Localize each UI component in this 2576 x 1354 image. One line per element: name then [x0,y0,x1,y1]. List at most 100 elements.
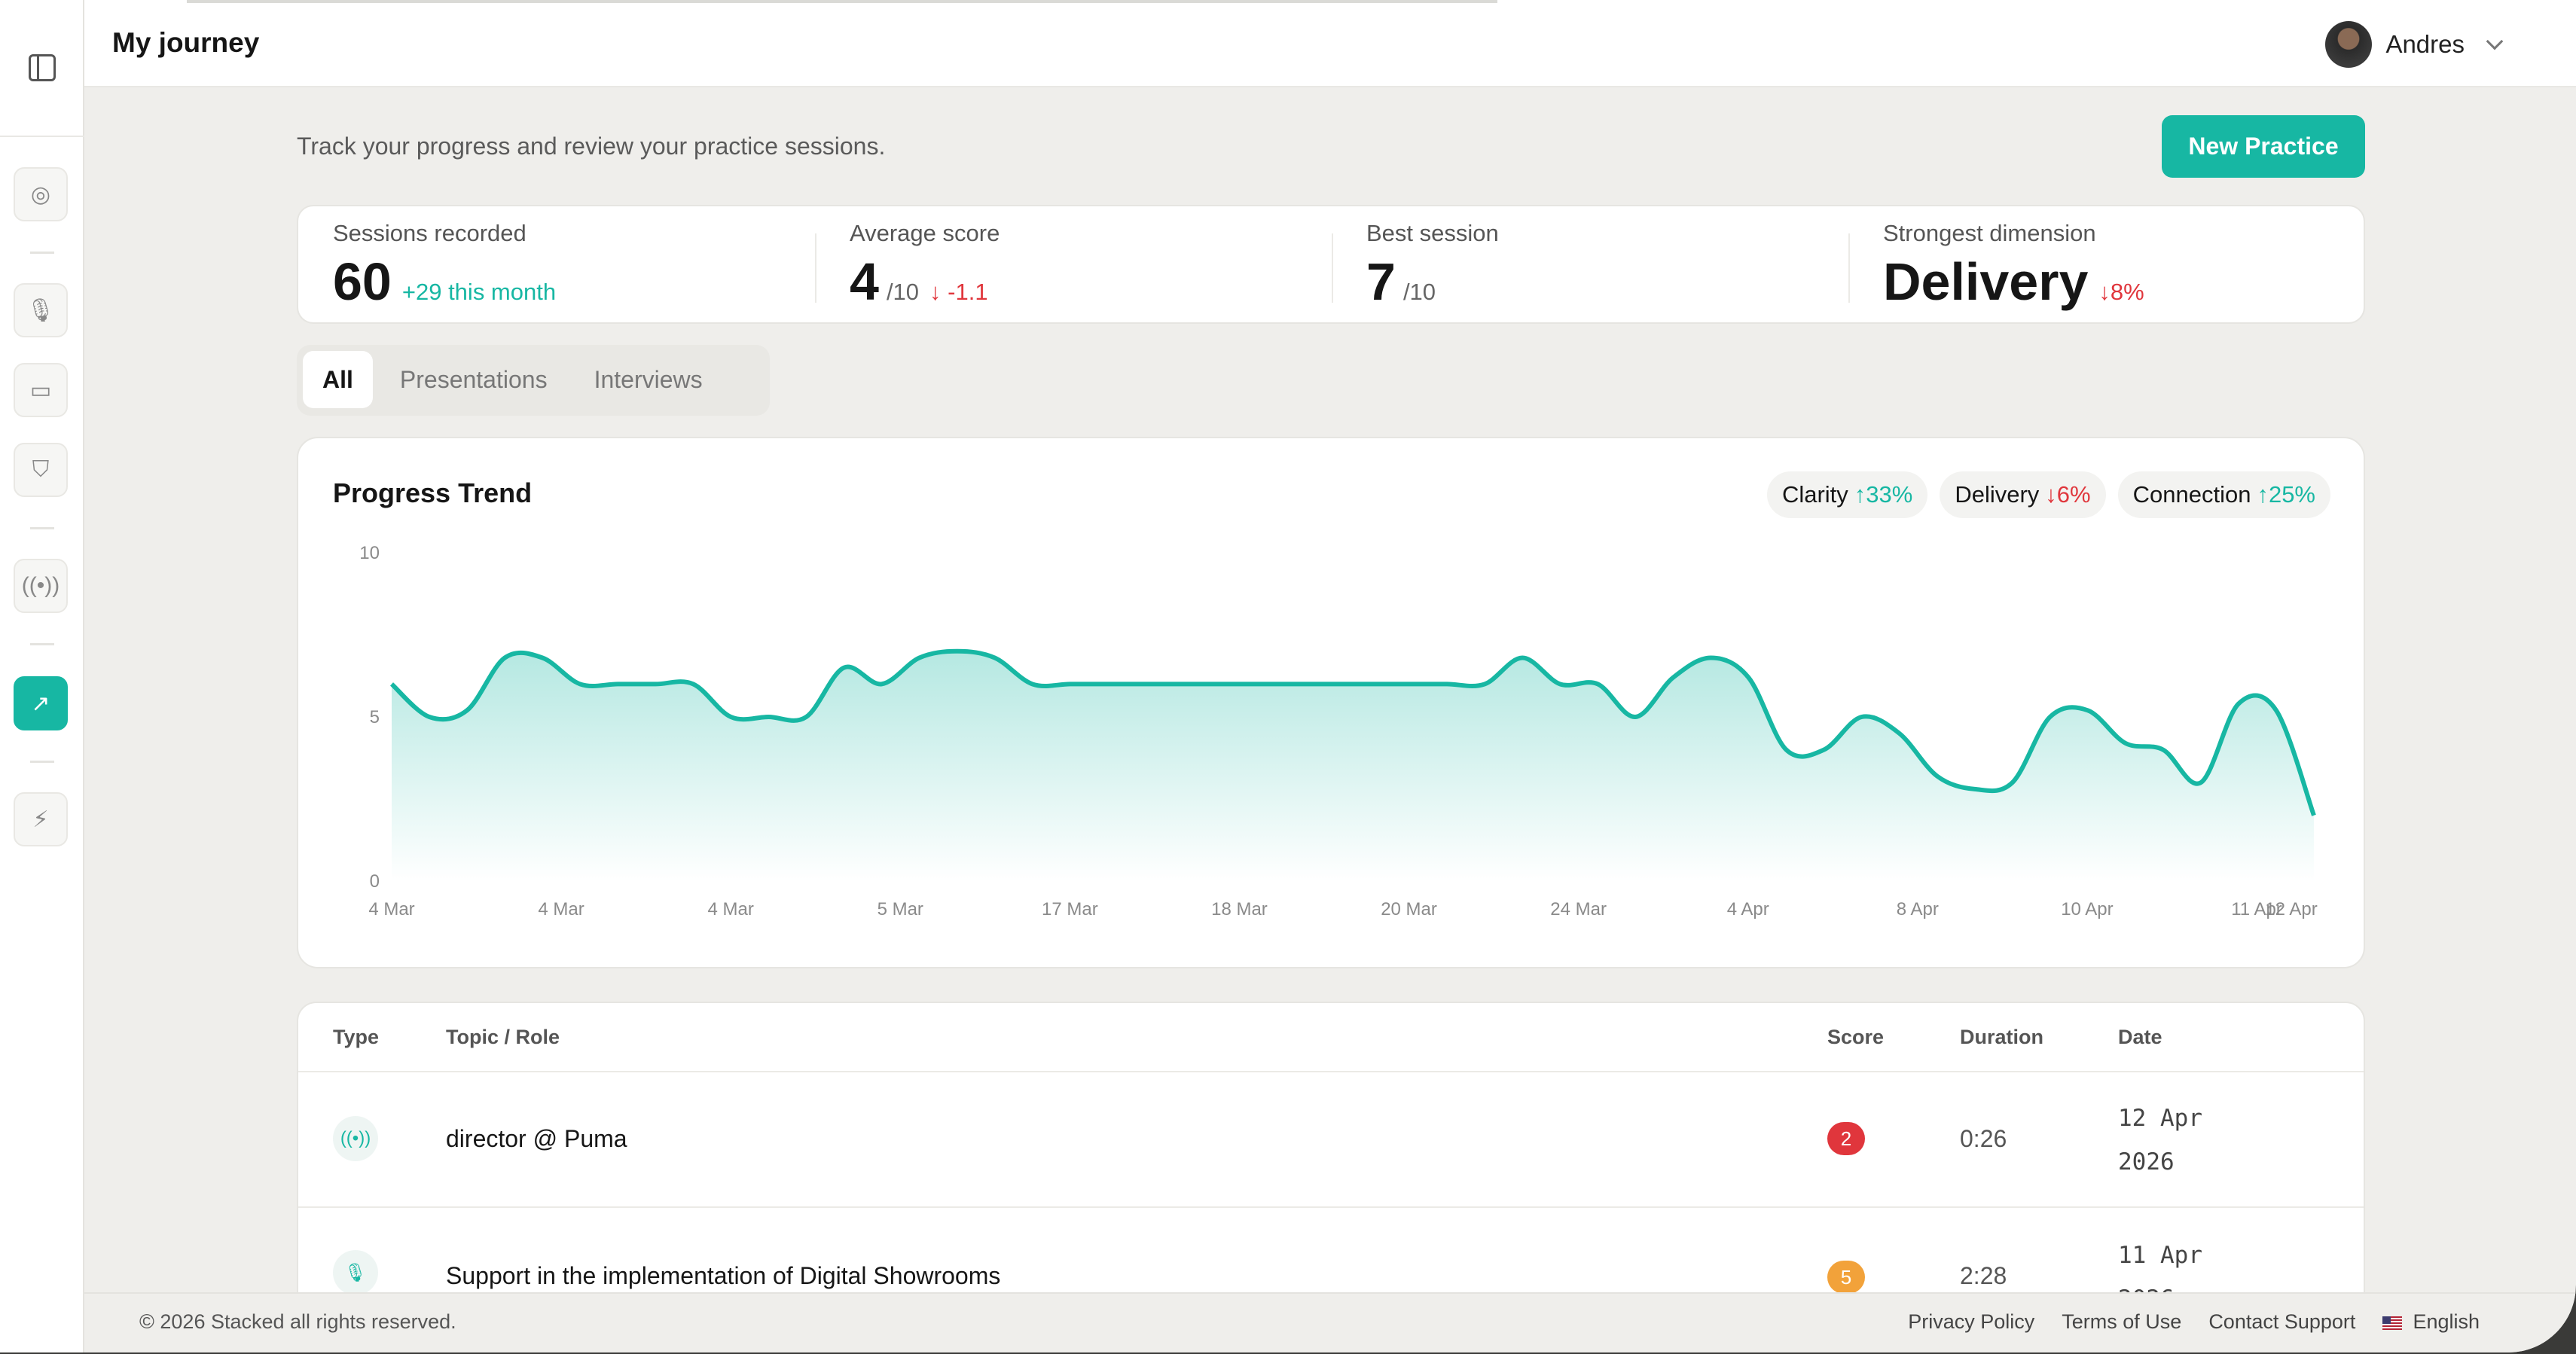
row-duration: 2:28 [1960,1262,2007,1289]
trend-icon[interactable]: ↗ [14,676,68,730]
stat-number: Delivery [1883,252,2089,311]
pill-connection[interactable]: Connection ↑25% [2117,471,2330,518]
privacy-policy-link[interactable]: Privacy Policy [1908,1310,2035,1333]
stats-card: Sessions recorded 60 +29 this month Avera… [297,205,2365,324]
session-type-tabs: All Presentations Interviews [297,345,770,416]
row-topic[interactable]: Support in the implementation of Digital… [446,1262,1001,1289]
footer-links: Privacy Policy Terms of Use Contact Supp… [1908,1310,2480,1334]
sidebar-separator [30,527,54,529]
column-header-date[interactable]: Date [2118,1026,2162,1048]
x-tick-label: 24 Mar [1550,899,1607,919]
tab-interviews[interactable]: Interviews [594,365,703,393]
row-date: 12 Apr 2026 [2118,1105,2202,1176]
stat-value: Delivery ↓8% [1883,253,2144,311]
chat-icon[interactable]: ▭ [14,363,68,417]
x-tick-label: 4 Mar [708,899,754,919]
language-label: English [2413,1310,2480,1333]
us-flag-icon [2382,1316,2403,1330]
pill-label: Clarity [1781,481,1848,508]
x-tick-label: 12 Apr [2265,899,2317,919]
sidebar-separator [30,643,54,645]
stat-average-score: Average score 4/10 ↓ -1.1 [850,206,1324,324]
stat-number: 60 [333,252,392,311]
lightning-icon[interactable]: ⚡︎ [14,792,68,846]
progress-trend-chart: 0 5 10 4 Mar 4 Mar 4 Mar 5 Mar 17 Mar 18 Mar 20 M… [359,543,2317,919]
top-header: My journey Andres [84,0,2576,87]
footer: © 2026 Stacked all rights reserved. Priv… [84,1292,2576,1352]
tab-all[interactable]: All [303,351,373,408]
broadcast-icon[interactable]: ((•)) [14,559,68,613]
score-badge: 2 [1827,1122,1865,1155]
language-selector[interactable]: English [2382,1310,2480,1334]
stat-delta: ↓8% [2098,279,2144,305]
stat-suffix: /10 [886,279,920,305]
stat-divider [1848,233,1850,303]
pill-delta: ↑33% [1854,481,1913,508]
table-row[interactable]: 🎙︎ Support in the implementation of Digi… [298,1208,2364,1343]
x-tick-label: 4 Apr [1727,899,1769,919]
column-header-score[interactable]: Score [1827,1026,1885,1048]
sidebar-separator [30,761,54,763]
x-tick-label: 4 Mar [538,899,584,919]
pill-delta: ↓6% [2045,481,2091,508]
contact-support-link[interactable]: Contact Support [2208,1310,2356,1333]
dimension-pills: Clarity ↑33% Delivery ↓6% Connection ↑25… [1766,471,2330,518]
stat-label: Sessions recorded [333,220,526,246]
x-tick-label: 5 Mar [877,899,923,919]
pill-delta: ↑25% [2257,481,2315,508]
score-badge: 5 [1827,1261,1865,1294]
table-header-divider [298,1071,2364,1072]
pill-label: Delivery [1955,481,2040,508]
y-tick-label: 10 [359,543,380,563]
stat-delta: +29 this month [401,279,557,305]
table-row[interactable]: ((•)) director @ Puma 2 0:26 12 Apr 2026 [298,1072,2364,1208]
stat-label: Average score [850,220,1000,246]
stat-divider [1332,233,1333,303]
x-tick-label: 10 Apr [2061,899,2113,919]
stat-suffix: /10 [1402,279,1436,305]
new-practice-button[interactable]: New Practice [2162,115,2365,178]
microphone-icon[interactable]: 🎙︎ [14,283,68,337]
y-tick-label: 0 [370,871,380,892]
chart-title: Progress Trend [333,477,533,508]
broadcast-icon: ((•)) [333,1116,378,1161]
handshake-icon[interactable]: ⛉ [14,443,68,497]
pill-clarity[interactable]: Clarity ↑33% [1766,471,1928,518]
stat-number: 7 [1366,252,1396,311]
trend-area [392,651,2314,881]
stat-strongest-dimension: Strongest dimension Delivery ↓8% [1883,206,2335,324]
pill-delivery[interactable]: Delivery ↓6% [1940,471,2106,518]
avatar[interactable] [2325,21,2373,68]
x-tick-label: 4 Mar [368,899,414,919]
stat-sessions: Sessions recorded 60 +29 this month [333,206,807,324]
column-header-type[interactable]: Type [333,1026,380,1048]
stat-number: 4 [850,252,879,311]
stat-best-session: Best session 7/10 [1366,206,1841,324]
progress-trend-card: 0 5 10 4 Mar 4 Mar 4 Mar 5 Mar 17 Mar 18 Mar 20 M… [297,437,2365,968]
microphone-icon: 🎙︎ [333,1250,378,1295]
sidebar-toggle-icon[interactable] [29,54,56,81]
header-top-line [187,0,1497,3]
terms-of-use-link[interactable]: Terms of Use [2062,1310,2182,1333]
row-duration: 0:26 [1960,1125,2007,1152]
copyright: © 2026 Stacked all rights reserved. [139,1310,456,1333]
column-header-topic[interactable]: Topic / Role [446,1026,560,1048]
stat-value: 60 +29 this month [333,253,556,311]
stat-value: 7/10 [1366,253,1436,311]
trend-line [389,648,2316,816]
column-header-duration[interactable]: Duration [1960,1026,2043,1048]
stat-divider [815,233,816,303]
x-tick-label: 11 Apr [2231,899,2282,919]
user-menu[interactable]: Andres [2325,21,2504,68]
stat-label: Strongest dimension [1883,220,2096,246]
sidebar-separator [30,252,54,254]
intro-text: Track your progress and review your prac… [297,133,886,160]
user-name[interactable]: Andres [2385,30,2465,58]
row-divider [298,1206,2364,1208]
x-tick-label: 17 Mar [1042,899,1098,919]
row-topic[interactable]: director @ Puma [446,1125,627,1152]
fingerprint-icon[interactable]: ◎ [14,167,68,221]
chevron-down-icon[interactable] [2486,32,2504,50]
tab-presentations[interactable]: Presentations [399,365,548,393]
